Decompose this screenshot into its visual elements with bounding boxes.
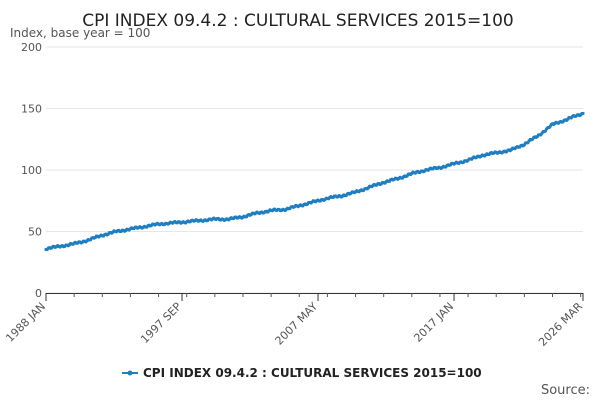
chart-title: CPI INDEX 09.4.2 : CULTURAL SERVICES 201… <box>82 11 513 31</box>
source-label: Source: <box>541 383 590 398</box>
x-tick-label: 2007 MAY <box>272 300 320 348</box>
y-axis-label: Index, base year = 100 <box>10 26 150 40</box>
x-tick-label: 1997 SEP <box>138 300 184 346</box>
legend-marker-icon <box>127 370 133 376</box>
plot-area <box>44 111 585 252</box>
y-tick-label: 0 <box>35 287 42 300</box>
x-tick-label: 2017 JAN <box>411 300 456 345</box>
legend[interactable]: CPI INDEX 09.4.2 : CULTURAL SERVICES 201… <box>122 366 482 380</box>
legend-series-label: CPI INDEX 09.4.2 : CULTURAL SERVICES 201… <box>143 366 482 380</box>
y-tick-label: 200 <box>21 41 42 54</box>
y-tick-labels: 0 50 100 150 200 <box>21 41 42 300</box>
gridlines <box>46 46 583 294</box>
y-tick-label: 150 <box>21 103 42 116</box>
x-tick-label: 2026 MAR <box>536 300 585 349</box>
x-axis: 1988 JAN 1997 SEP 2007 MAY 2017 JAN 2026 MAR <box>3 293 585 349</box>
y-tick-label: 100 <box>21 164 42 177</box>
x-tick-label: 1988 JAN <box>3 300 48 345</box>
data-point[interactable] <box>581 111 585 116</box>
series-markers <box>44 111 585 252</box>
y-tick-label: 50 <box>28 226 42 239</box>
